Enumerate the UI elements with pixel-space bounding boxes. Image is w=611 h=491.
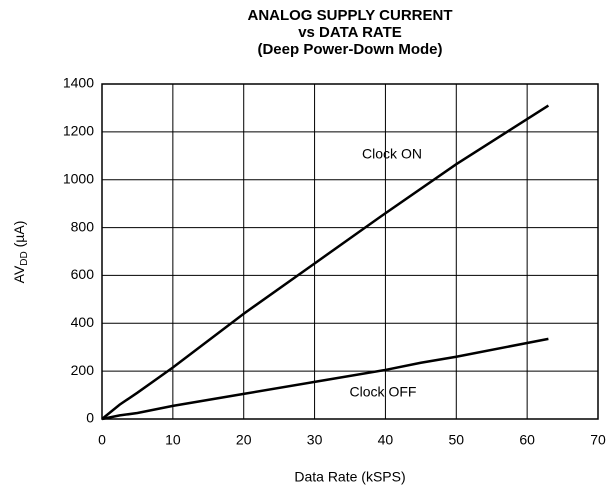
y-tick-label: 600 xyxy=(71,266,95,282)
y-tick-label: 400 xyxy=(71,314,95,330)
data-line xyxy=(101,104,550,420)
x-tick-label: 50 xyxy=(448,432,464,448)
plot-frame xyxy=(101,83,599,420)
x-tick-label: 40 xyxy=(378,432,394,448)
data-line xyxy=(101,337,549,421)
chart-title: (Deep Power-Down Mode) xyxy=(257,41,442,58)
x-tick-label: 30 xyxy=(307,432,323,448)
chart-title: ANALOG SUPPLY CURRENT xyxy=(247,7,452,24)
y-tick-label: 1400 xyxy=(63,75,94,91)
x-tick-label: 10 xyxy=(165,432,181,448)
y-tick-label: 800 xyxy=(71,218,95,234)
x-tick-label: 60 xyxy=(519,432,535,448)
y-axis-label: AVDD (µA) xyxy=(11,221,30,284)
y-tick-label: 1000 xyxy=(63,170,94,186)
x-tick-label: 70 xyxy=(590,432,606,448)
y-tick-label: 200 xyxy=(71,362,95,378)
series-label: Clock ON xyxy=(362,146,422,162)
x-tick-label: 0 xyxy=(98,432,106,448)
y-tick-label: 0 xyxy=(86,410,94,426)
x-axis-label: Data Rate (kSPS) xyxy=(294,469,405,485)
x-tick-label: 20 xyxy=(236,432,252,448)
series-label: Clock OFF xyxy=(350,384,417,400)
chart-title: vs DATA RATE xyxy=(298,24,402,41)
y-tick-label: 1200 xyxy=(63,123,94,139)
